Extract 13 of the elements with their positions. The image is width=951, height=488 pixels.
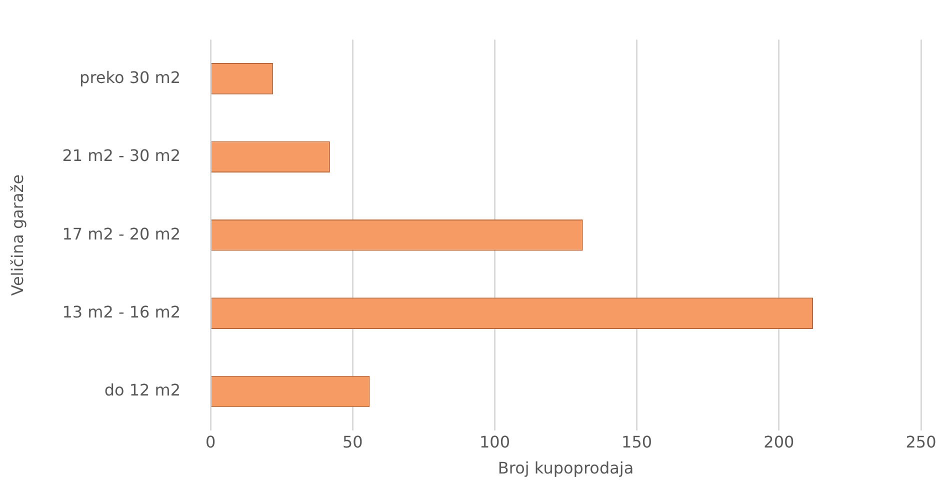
- x-tick-label: 50: [342, 432, 363, 452]
- y-tick-label: do 12 m2: [104, 380, 181, 400]
- x-tick-label: 150: [622, 432, 652, 452]
- y-tick-label: 17 m2 - 20 m2: [62, 224, 181, 244]
- y-tick-label: 13 m2 - 16 m2: [62, 302, 181, 322]
- y-tick-label: preko 30 m2: [80, 68, 181, 87]
- y-axis-title: Veličina garaže: [8, 174, 27, 296]
- x-tick-label: 100: [479, 432, 510, 452]
- x-tick-label: 0: [205, 432, 216, 452]
- y-tick-label: 21 m2 - 30 m2: [62, 146, 181, 166]
- x-axis-title: Broj kupoprodaja: [498, 458, 634, 478]
- x-tick-label: 200: [764, 432, 794, 452]
- x-tick-label: 250: [906, 432, 936, 452]
